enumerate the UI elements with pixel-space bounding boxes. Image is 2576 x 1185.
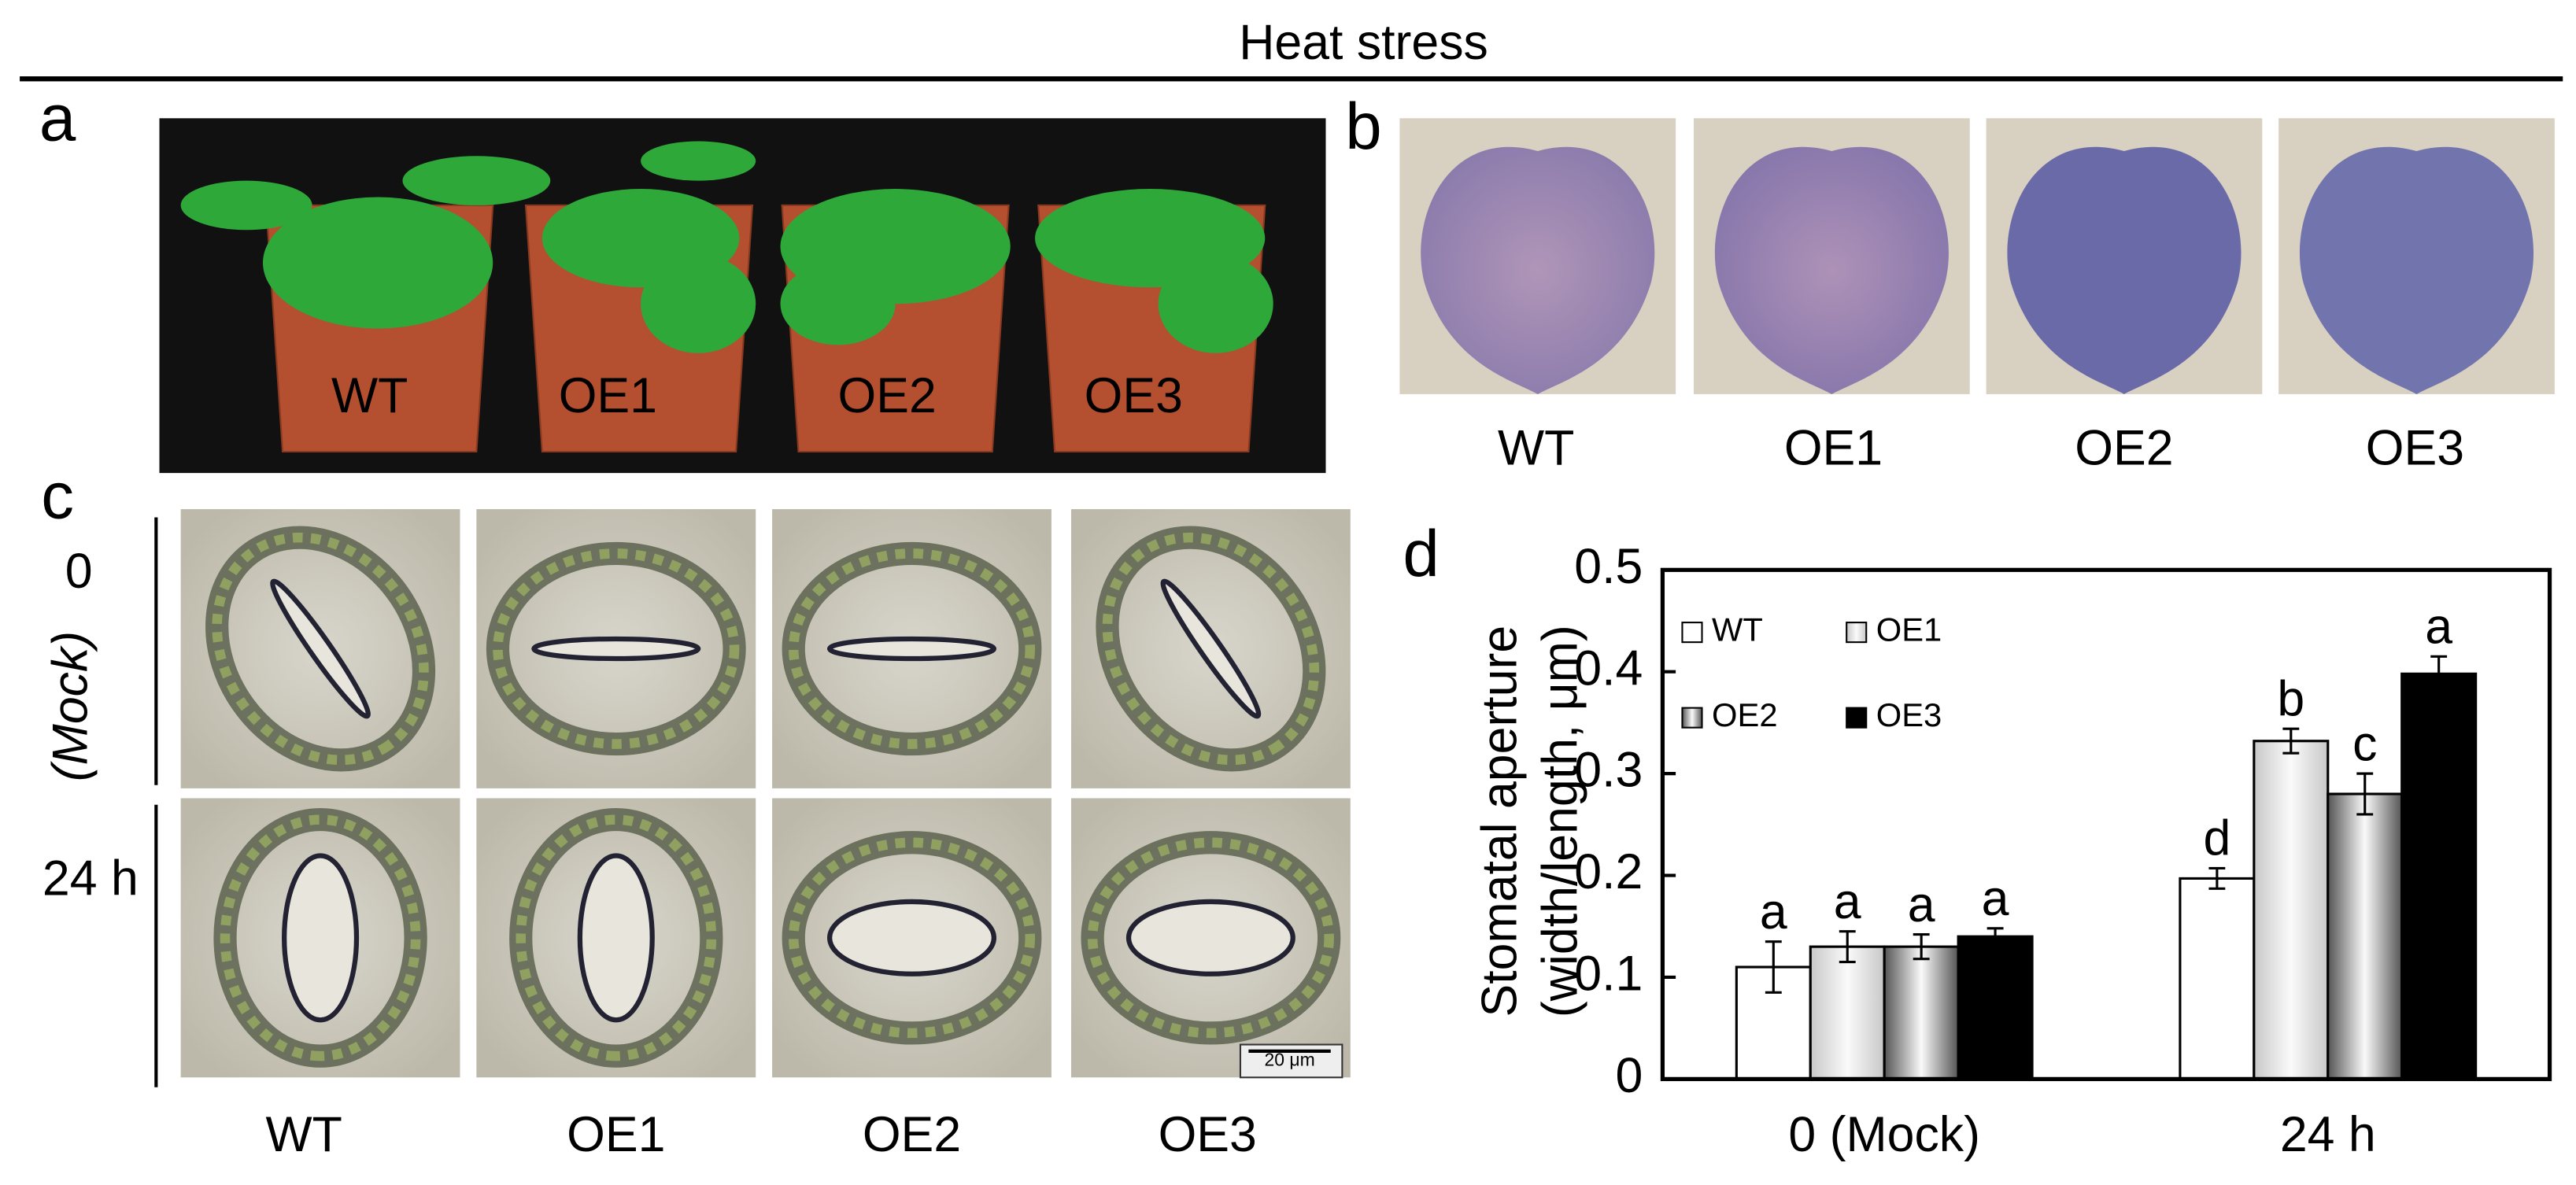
column-label: OE1 <box>567 1107 665 1162</box>
leaf-label: WT <box>1498 421 1574 476</box>
significance-letter: b <box>2277 671 2304 726</box>
leaf-photos <box>1399 118 2555 394</box>
pot-label: OE2 <box>838 368 937 423</box>
bar <box>2179 877 2256 1080</box>
pore <box>270 578 371 719</box>
legend-label: WT <box>1712 611 1763 648</box>
significance-letter: a <box>1908 877 1935 932</box>
column-label: WT <box>266 1107 342 1162</box>
legend-label: OE3 <box>1876 696 1942 733</box>
significance-letter: c <box>2352 716 2377 771</box>
bar <box>1809 945 1886 1080</box>
figure-title: Heat stress <box>1239 15 1488 70</box>
error-bar <box>1765 940 1782 994</box>
stoma <box>1096 526 1326 772</box>
pore <box>577 853 655 1023</box>
stoma <box>782 831 1042 1045</box>
legend-swatch <box>1681 622 1703 644</box>
panel-label: c <box>41 459 74 533</box>
column-label: OE3 <box>1159 1107 1257 1162</box>
guard-cell-inner <box>788 837 1036 1039</box>
pore <box>827 899 997 976</box>
y-tick-label: 0.2 <box>1574 844 1643 899</box>
error-bar <box>1913 933 1930 961</box>
bar <box>1957 935 2034 1080</box>
panel-label: d <box>1403 516 1439 590</box>
x-tick-label: 0 (Mock) <box>1788 1107 1980 1162</box>
legend-swatch <box>1846 622 1868 644</box>
pore <box>1160 578 1262 719</box>
guard-cell-inner <box>516 814 717 1061</box>
panel-label: a <box>39 81 76 155</box>
x-tick-label: 24 h <box>2280 1107 2376 1162</box>
guard-cell-inner <box>493 548 740 749</box>
stoma <box>205 526 436 772</box>
bar <box>2400 672 2478 1080</box>
guard-cell-inner <box>788 548 1036 749</box>
pot-label: OE3 <box>1085 368 1183 423</box>
bar <box>1883 945 1960 1080</box>
y-axis-label: Stomatal aperture <box>1472 626 1527 1017</box>
pore <box>1125 899 1295 976</box>
y-tick-label: 0 <box>1616 1048 1643 1103</box>
pore <box>531 636 701 662</box>
legend-swatch <box>1681 707 1703 729</box>
stoma <box>509 807 723 1068</box>
leaf-label: OE2 <box>2075 421 2173 476</box>
micrographs <box>180 509 1351 1079</box>
error-bar <box>2430 655 2448 692</box>
error-bar <box>1987 927 2004 947</box>
column-label: OE2 <box>863 1107 961 1162</box>
error-bar <box>2282 727 2300 755</box>
row-label: 24 h <box>43 851 139 906</box>
y-tick-label: 0.4 <box>1574 640 1643 696</box>
pore <box>827 636 997 662</box>
stoma <box>782 541 1042 756</box>
y-tick-label: 0.1 <box>1574 947 1643 1002</box>
y-tick-label: 0.5 <box>1574 539 1643 594</box>
error-bar <box>1839 930 1856 964</box>
stoma <box>1081 831 1341 1045</box>
significance-letter: a <box>1982 871 2009 926</box>
bar <box>2327 792 2404 1080</box>
row-label: 0 <box>65 544 93 599</box>
error-bar <box>2208 866 2226 890</box>
legend-label: OE2 <box>1712 696 1778 733</box>
significance-letter: a <box>1834 874 1861 929</box>
plot-frame <box>1660 567 2552 1081</box>
panel-label: b <box>1345 89 1381 163</box>
stoma <box>213 807 427 1068</box>
significance-letter: a <box>2425 599 2452 654</box>
y-axis-label: (width/length, μm) <box>1533 625 1588 1017</box>
row-label: (Mock) <box>43 631 98 781</box>
guard-cell-inner <box>1102 532 1320 766</box>
leaf-label: OE3 <box>2366 421 2464 476</box>
guard-cell-inner <box>1087 837 1334 1039</box>
legend-label: OE1 <box>1876 611 1942 648</box>
pot-label: OE1 <box>559 368 657 423</box>
legend-swatch <box>1846 707 1868 729</box>
plant-photo: WT OE1 OE2 OE3 <box>159 118 1326 474</box>
scale-bar-label: 20 μm <box>1264 1049 1314 1069</box>
guard-cell-inner <box>212 532 429 766</box>
significance-letter: a <box>1760 884 1787 940</box>
guard-cell-inner <box>220 814 421 1061</box>
significance-letter: d <box>2203 811 2230 866</box>
stoma <box>486 541 746 756</box>
bar <box>2253 740 2330 1080</box>
error-bar <box>2356 772 2374 816</box>
leaf-label: OE1 <box>1784 421 1883 476</box>
pore <box>282 853 360 1023</box>
y-tick-label: 0.3 <box>1574 743 1643 798</box>
pot-label: WT <box>331 368 408 423</box>
